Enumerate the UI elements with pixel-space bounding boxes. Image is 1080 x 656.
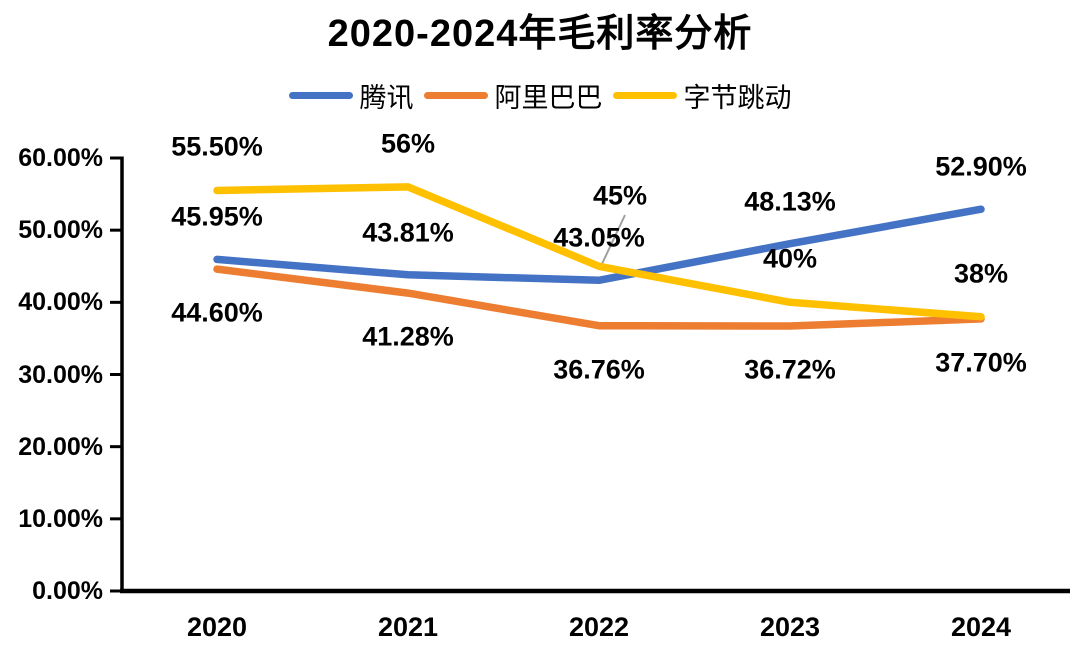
data-label-字节跳动-2023: 40%: [762, 243, 818, 274]
label-leader-line: [600, 214, 626, 267]
legend-swatch-icon: [423, 91, 488, 99]
legend-swatch-icon: [288, 91, 353, 99]
data-label-腾讯-2021: 43.81%: [362, 217, 454, 248]
x-axis-tick-label: 2022: [568, 612, 630, 642]
data-label-阿里巴巴-2020: 44.60%: [171, 297, 263, 328]
legend-item-3[interactable]: 字节跳动: [612, 76, 792, 115]
data-label-阿里巴巴-2024: 37.70%: [935, 347, 1027, 378]
chart-legend: 腾讯 阿里巴巴 字节跳动: [0, 76, 1080, 115]
data-label-阿里巴巴-2021: 41.28%: [362, 321, 454, 352]
series-line-腾讯: [213, 205, 985, 285]
data-label-阿里巴巴-2022: 36.76%: [553, 354, 645, 385]
y-axis-tick-label: 40.00%: [18, 288, 103, 317]
x-axis-tick-label: 2024: [950, 612, 1012, 642]
y-axis-tick-label: 50.00%: [18, 216, 103, 245]
data-label-字节跳动-2021: 56%: [380, 128, 436, 159]
data-label-腾讯-2020: 45.95%: [171, 201, 263, 232]
data-label-字节跳动-2022: 45%: [592, 180, 648, 211]
data-label-字节跳动-2024: 38%: [953, 258, 1009, 289]
series-line-阿里巴巴: [213, 265, 985, 330]
legend-label: 腾讯: [359, 82, 414, 113]
data-label-腾讯-2024: 52.90%: [935, 151, 1027, 182]
y-axis-tick-label: 0.00%: [32, 577, 103, 605]
y-axis-tick-label: 20.00%: [18, 432, 103, 461]
data-label-腾讯-2023: 48.13%: [744, 186, 836, 217]
legend-item-1[interactable]: 腾讯: [288, 76, 414, 115]
data-label-腾讯-2022: 43.05%: [553, 222, 645, 253]
x-axis-tick-label: 2021: [377, 612, 439, 642]
legend-label: 字节跳动: [683, 82, 792, 113]
chart-title: 2020-2024年毛利率分析: [327, 13, 753, 55]
legend-item-2[interactable]: 阿里巴巴: [423, 76, 603, 115]
x-axis-tick-label: 2023: [759, 612, 821, 642]
y-axis-tick-label: 60.00%: [18, 144, 103, 172]
data-label-阿里巴巴-2023: 36.72%: [744, 354, 836, 385]
y-axis-tick-label: 10.00%: [18, 504, 103, 533]
series-line-字节跳动: [213, 183, 985, 321]
y-axis-tick-label: 30.00%: [18, 360, 103, 389]
legend-label: 阿里巴巴: [494, 82, 603, 113]
x-axis-tick-label: 2020: [186, 612, 248, 642]
data-label-字节跳动-2020: 55.50%: [171, 131, 263, 162]
legend-swatch-icon: [612, 91, 677, 99]
